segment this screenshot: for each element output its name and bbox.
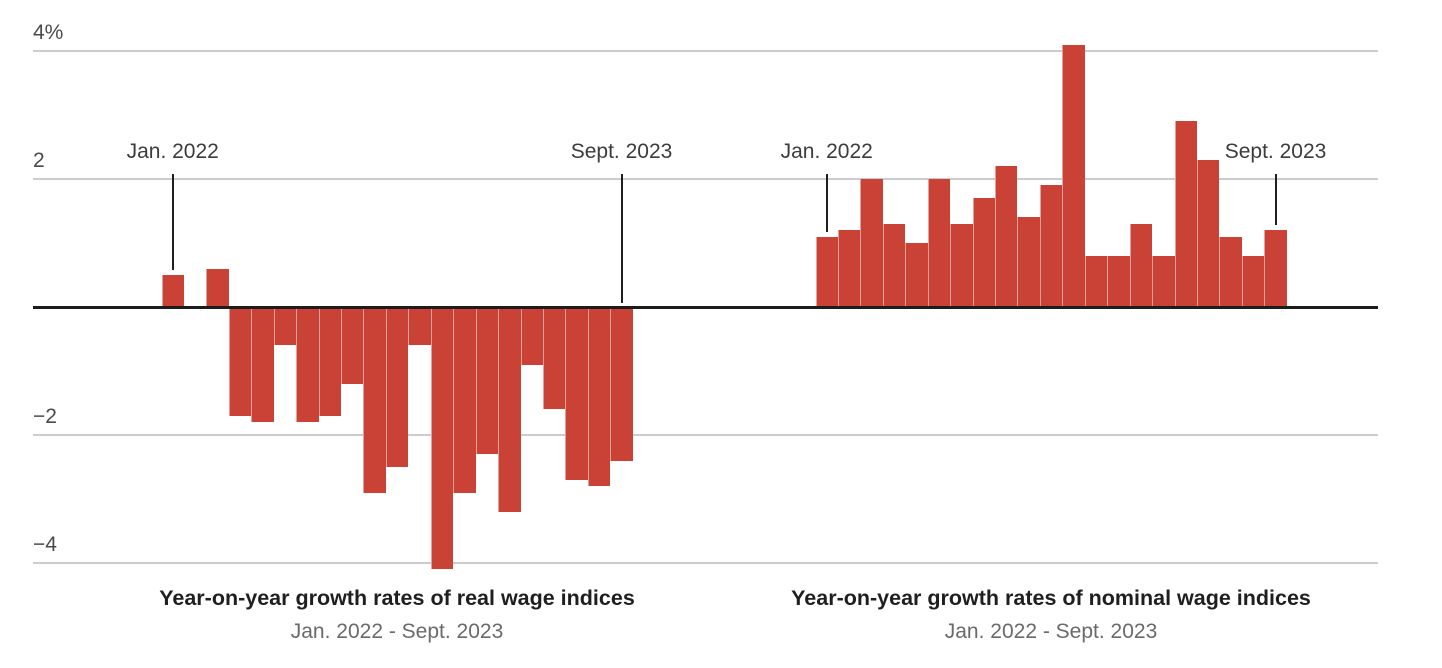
bar-real-sept-2022 <box>341 307 364 384</box>
bar-real-mar-2022 <box>206 268 229 307</box>
y-axis-tick-4: −4 <box>33 533 57 556</box>
bar-real-nov-2022 <box>385 307 409 467</box>
bar-nominal-apr-2022 <box>882 223 906 307</box>
annotation-label-nominal-jan-2022: Jan. 2022 <box>780 140 873 163</box>
bar-real-mar-2023 <box>475 307 499 455</box>
bar-nominal-dec-2022 <box>1062 44 1085 307</box>
bar-nominal-june-2023 <box>1196 159 1220 307</box>
bar-real-july-2022 <box>296 307 319 423</box>
right-chart-title: Year-on-year growth rates of nominal wag… <box>791 586 1311 610</box>
bar-real-may-2022 <box>251 307 274 423</box>
annotation-line-real-sept-2023 <box>620 174 623 303</box>
bar-nominal-mar-2022 <box>860 179 883 307</box>
bar-real-aug-2023 <box>587 307 611 487</box>
annotation-label-real-sept-2023: Sept. 2023 <box>570 140 673 163</box>
annotation-label-real-jan-2022: Jan. 2022 <box>126 140 219 163</box>
gridline-4 <box>33 562 1378 564</box>
bar-real-jan-2023 <box>430 307 454 570</box>
bar-nominal-jan-2023 <box>1084 255 1108 307</box>
bar-nominal-mar-2023 <box>1129 223 1153 307</box>
annotation-label-nominal-sept-2023: Sept. 2023 <box>1224 140 1327 163</box>
bar-nominal-apr-2023 <box>1152 255 1175 307</box>
bar-nominal-july-2023 <box>1219 236 1242 307</box>
bar-nominal-nov-2022 <box>1039 185 1063 307</box>
bar-real-june-2023 <box>542 307 566 410</box>
gridline-2 <box>33 178 1378 180</box>
bar-real-aug-2022 <box>318 307 342 416</box>
zero-baseline <box>33 305 1378 309</box>
right-chart-subtitle: Jan. 2022 - Sept. 2023 <box>944 620 1158 643</box>
bar-nominal-aug-2022 <box>972 198 996 307</box>
bar-real-june-2022 <box>273 307 297 346</box>
gridline-4 <box>33 50 1378 52</box>
bar-nominal-may-2022 <box>905 243 928 307</box>
y-axis-tick-2: 2 <box>33 149 45 172</box>
annotation-line-nominal-sept-2023 <box>1274 174 1277 226</box>
bar-real-july-2023 <box>565 307 588 480</box>
bar-real-apr-2023 <box>498 307 521 512</box>
bar-nominal-may-2023 <box>1174 121 1197 307</box>
bar-nominal-sept-2023 <box>1264 230 1287 307</box>
bar-nominal-feb-2023 <box>1107 255 1130 307</box>
bar-real-feb-2023 <box>453 307 476 493</box>
bar-nominal-sept-2022 <box>995 166 1018 307</box>
bar-real-sept-2023 <box>610 307 633 461</box>
bar-nominal-oct-2022 <box>1017 217 1040 307</box>
annotation-line-nominal-jan-2022 <box>825 174 828 232</box>
bar-real-oct-2022 <box>363 307 386 493</box>
bar-nominal-aug-2023 <box>1241 255 1265 307</box>
bar-real-jan-2022 <box>161 275 184 307</box>
bar-real-apr-2022 <box>228 307 252 416</box>
y-axis-tick-4: 4% <box>33 21 64 44</box>
bar-nominal-feb-2022 <box>837 230 861 307</box>
y-axis-tick-2: −2 <box>33 405 57 428</box>
left-chart-title: Year-on-year growth rates of real wage i… <box>159 586 635 610</box>
bar-nominal-jan-2022 <box>815 236 838 307</box>
annotation-line-real-jan-2022 <box>171 174 174 270</box>
left-chart-subtitle: Jan. 2022 - Sept. 2023 <box>290 620 504 643</box>
bar-real-dec-2022 <box>408 307 431 346</box>
gridline-2 <box>33 434 1378 436</box>
bar-real-may-2023 <box>520 307 543 365</box>
bar-nominal-june-2022 <box>927 179 951 307</box>
bar-nominal-july-2022 <box>950 223 973 307</box>
